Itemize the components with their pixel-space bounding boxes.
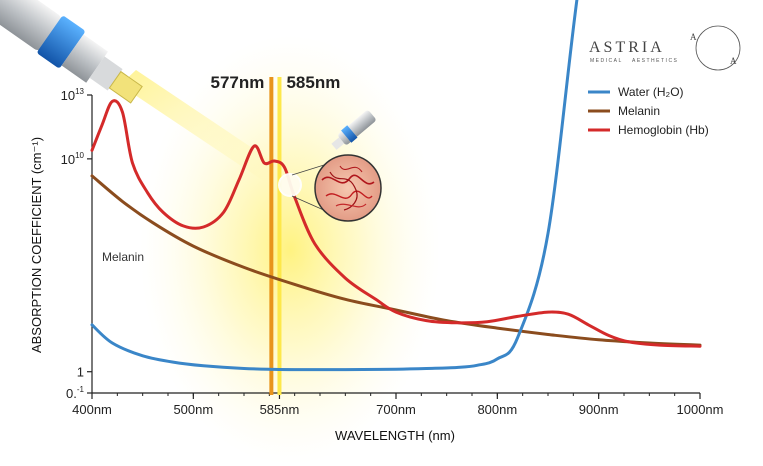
y-tick-label: 1010 — [61, 151, 85, 167]
x-tick-label: 1000nm — [677, 402, 724, 417]
y-ticks: 1013 1010 1 0.-1 — [61, 87, 92, 401]
x-tick-label: 585nm — [260, 402, 300, 417]
laser-glow — [140, 35, 440, 465]
y-axis-title: ABSORPTION COEFFICIENT (cm⁻¹) — [29, 137, 44, 353]
brand-sub-left: MEDICAL — [590, 58, 623, 64]
small-handpiece-icon — [331, 110, 376, 150]
x-axis-title: WAVELENGTH (nm) — [335, 428, 455, 443]
brand-mark-a-top: A — [690, 32, 697, 42]
x-tick-label: 500nm — [173, 402, 213, 417]
astria-logo: ASTRIA MEDICAL AESTHETICS A A — [589, 25, 741, 71]
laser-beam — [120, 70, 300, 196]
x-tick-label: 900nm — [579, 402, 619, 417]
x-tick-label: 400nm — [72, 402, 112, 417]
series-line-1 — [90, 174, 702, 347]
x-tick-label: 800nm — [477, 402, 517, 417]
legend: Water (H₂O) Melanin Hemoglobin (Hb) — [588, 85, 709, 137]
legend-label: Water (H₂O) — [618, 85, 684, 99]
laser-spot — [278, 173, 302, 197]
laser-label-577nm: 577nm — [210, 73, 264, 92]
brand-mark-a-bottom: A — [730, 56, 737, 66]
y-tick-label: 1013 — [61, 87, 85, 103]
legend-label: Melanin — [618, 104, 660, 118]
brand-name: ASTRIA — [589, 39, 665, 56]
laser-lines — [269, 77, 282, 395]
laser-label-585nm: 585nm — [286, 73, 340, 92]
y-tick-label: 0.-1 — [66, 385, 85, 401]
laser-handpiece-icon — [0, 0, 143, 104]
blood-vessel-magnifier-icon — [314, 154, 382, 222]
x-tick-label: 700nm — [376, 402, 416, 417]
melanin-curve-annotation: Melanin — [102, 250, 144, 264]
x-major-ticks: 400nm 500nm 585nm 700nm 800nm 900nm 1000nm — [72, 393, 723, 417]
series-line-0 — [90, 0, 579, 372]
brand-mark-circle — [695, 25, 741, 71]
legend-label: Hemoglobin (Hb) — [618, 123, 709, 137]
brand-sub-right: AESTHETICS — [632, 58, 678, 64]
y-tick-label: 1 — [77, 365, 84, 380]
